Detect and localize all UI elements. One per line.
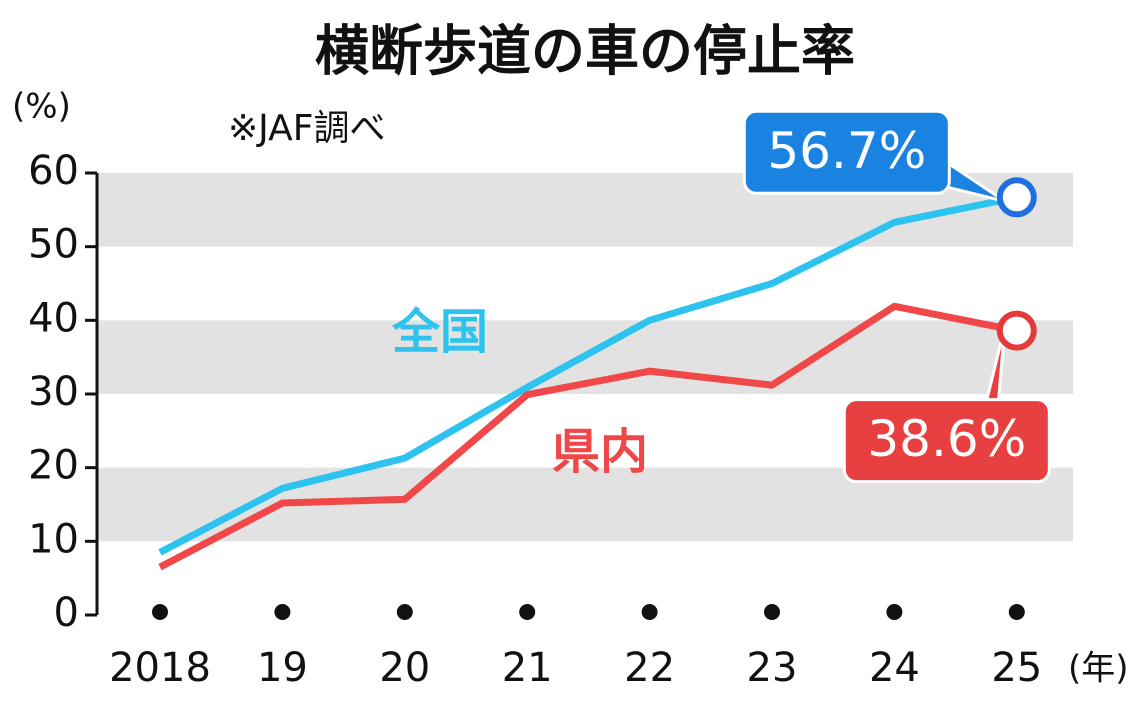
chart-subtitle: ※JAF調べ <box>228 108 385 149</box>
x-tick-dot <box>519 604 536 620</box>
series-name: 全国 <box>391 304 488 360</box>
x-tick-dot <box>396 604 413 620</box>
y-tick-label: 60 <box>28 148 79 194</box>
x-tick-label: 22 <box>624 645 675 691</box>
chart-title: 横断歩道の車の停止率 <box>315 20 855 83</box>
x-tick-label: 2018 <box>109 645 211 691</box>
label-box <box>842 398 1051 484</box>
x-tick-label: 20 <box>379 645 430 691</box>
x-tick-dot <box>641 604 658 620</box>
x-axis-label: (年) <box>1068 649 1129 689</box>
value-label: 56.7% <box>767 122 926 180</box>
series-name: 県内 <box>552 424 648 480</box>
x-tick-dot <box>274 604 291 620</box>
y-tick-label: 40 <box>28 295 79 341</box>
label-box <box>742 109 951 195</box>
y-tick-label: 10 <box>28 516 79 562</box>
x-tick-label: 19 <box>257 645 308 691</box>
y-axis-label: (%) <box>12 87 71 127</box>
x-tick-dot <box>1008 604 1025 620</box>
y-tick-label: 0 <box>54 590 79 636</box>
x-tick-label: 25 <box>991 645 1042 691</box>
x-tick-label: 21 <box>502 645 553 691</box>
x-tick-label: 24 <box>869 645 920 691</box>
x-tick-dot <box>764 604 780 620</box>
y-tick-label: 50 <box>28 222 79 268</box>
end-marker <box>996 310 1037 351</box>
x-tick-dot <box>886 604 903 620</box>
y-tick-label: 20 <box>28 443 79 489</box>
y-tick-label: 30 <box>28 369 79 415</box>
end-marker <box>996 177 1037 218</box>
x-tick-label: 23 <box>747 645 798 691</box>
series-line <box>158 193 1018 556</box>
x-tick-dot <box>152 604 168 620</box>
series-line <box>158 302 1018 571</box>
value-label: 38.6% <box>867 410 1026 468</box>
